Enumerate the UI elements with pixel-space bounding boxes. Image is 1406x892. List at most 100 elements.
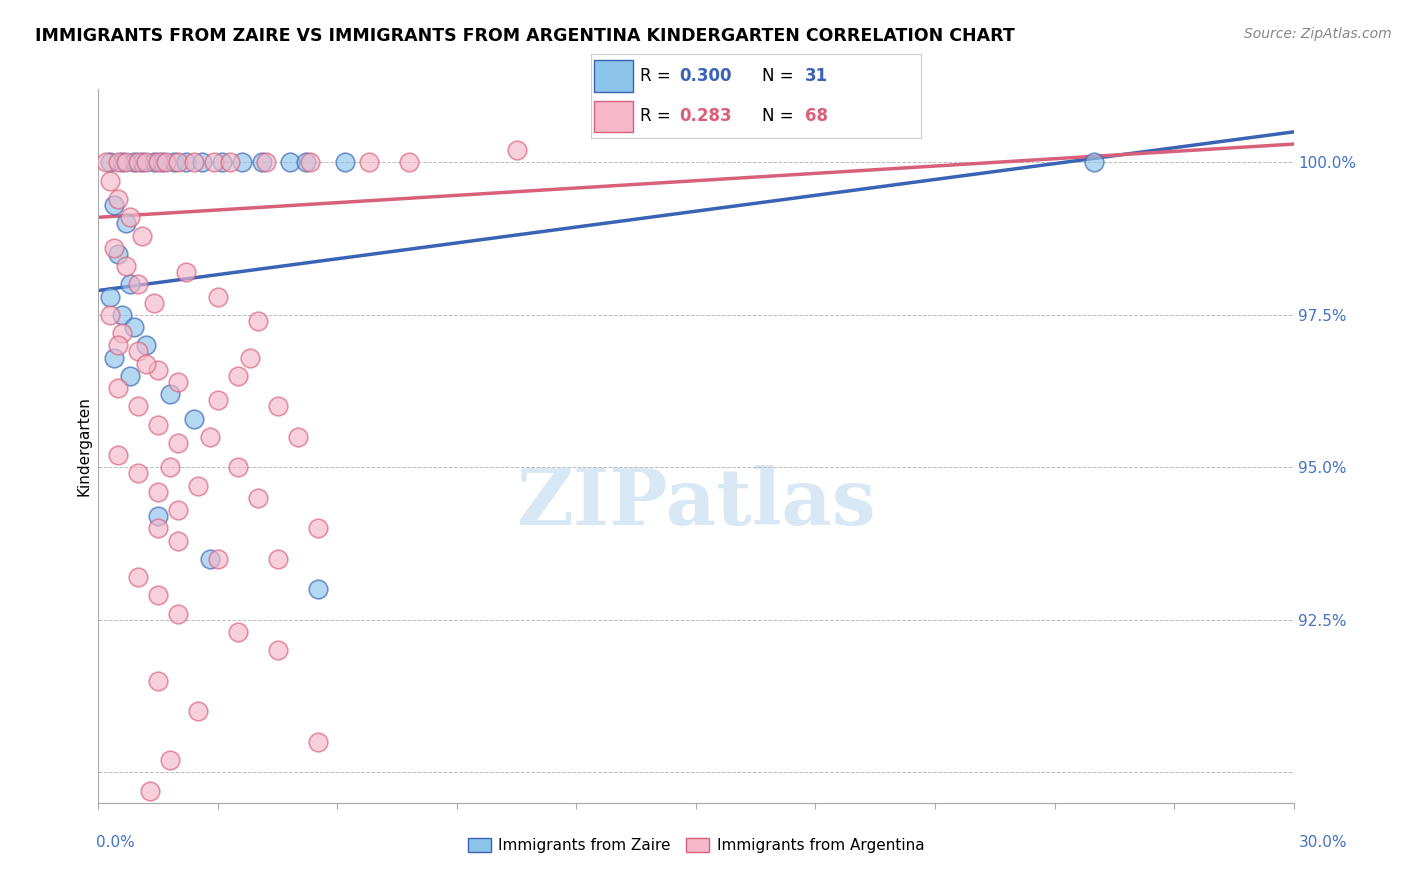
Point [96,155,118,169]
Point [207,393,229,408]
Point [211,155,233,169]
Point [107,338,129,352]
Point [167,155,190,169]
Point [120,211,142,225]
Point [103,351,125,365]
Point [127,400,149,414]
Point [335,155,357,169]
Text: 0.283: 0.283 [679,107,733,125]
Point [135,357,157,371]
Text: 0.0%: 0.0% [96,836,135,850]
Point [219,155,242,169]
Text: N =: N = [762,107,799,125]
Point [120,368,142,383]
Text: 68: 68 [806,107,828,125]
Point [287,430,309,444]
Point [120,277,142,292]
Point [124,320,146,334]
Point [191,155,214,169]
Point [127,467,149,481]
FancyBboxPatch shape [593,101,634,132]
Point [267,551,290,566]
Point [267,643,290,657]
Point [148,155,170,169]
Point [167,436,190,450]
Text: R =: R = [640,107,676,125]
Point [506,143,529,157]
Point [139,783,162,797]
Point [1083,155,1105,169]
Point [167,533,190,548]
Point [115,259,138,273]
Point [183,411,205,425]
Point [231,155,253,169]
Point [298,155,321,169]
Point [98,308,122,322]
Y-axis label: Kindergarten: Kindergarten [76,396,91,496]
Point [148,363,170,377]
Point [107,381,129,395]
Point [107,247,129,261]
Point [226,625,249,640]
Text: ZIPatlas: ZIPatlas [516,465,876,541]
Point [127,344,149,359]
Point [98,289,122,303]
Point [246,314,269,328]
Point [148,417,170,432]
Point [254,155,277,169]
Point [155,155,177,169]
Point [103,198,125,212]
Point [111,155,134,169]
Text: 31: 31 [806,67,828,85]
Point [124,155,146,169]
Point [111,308,134,322]
Point [307,582,329,597]
FancyBboxPatch shape [593,61,634,92]
Text: IMMIGRANTS FROM ZAIRE VS IMMIGRANTS FROM ARGENTINA KINDERGARTEN CORRELATION CHAR: IMMIGRANTS FROM ZAIRE VS IMMIGRANTS FROM… [35,27,1015,45]
Point [127,570,149,584]
Point [131,228,153,243]
Point [207,289,229,303]
Point [267,400,290,414]
Point [148,521,170,535]
Point [159,753,181,767]
Text: 0.300: 0.300 [679,67,733,85]
Text: R =: R = [640,67,676,85]
Point [148,673,170,688]
Point [398,155,420,169]
Point [239,351,262,365]
Point [226,460,249,475]
Point [187,704,209,718]
Point [98,174,122,188]
Point [111,326,134,341]
Point [278,155,301,169]
Point [107,448,129,462]
Point [246,491,269,505]
Point [202,155,225,169]
Point [135,338,157,352]
Point [159,387,181,401]
Point [115,216,138,230]
Point [307,521,329,535]
Point [167,607,190,621]
Point [159,460,181,475]
Point [167,503,190,517]
Point [198,430,221,444]
Point [143,155,166,169]
Point [98,155,122,169]
Point [148,484,170,499]
Point [150,155,173,169]
Point [148,509,170,524]
Point [103,241,125,255]
Point [163,155,186,169]
Point [174,265,197,279]
Legend: Immigrants from Zaire, Immigrants from Argentina: Immigrants from Zaire, Immigrants from A… [461,832,931,859]
Point [127,155,149,169]
Point [198,551,221,566]
Point [207,551,229,566]
Point [131,155,153,169]
Point [127,277,149,292]
Point [167,375,190,389]
Point [135,155,157,169]
Point [183,155,205,169]
